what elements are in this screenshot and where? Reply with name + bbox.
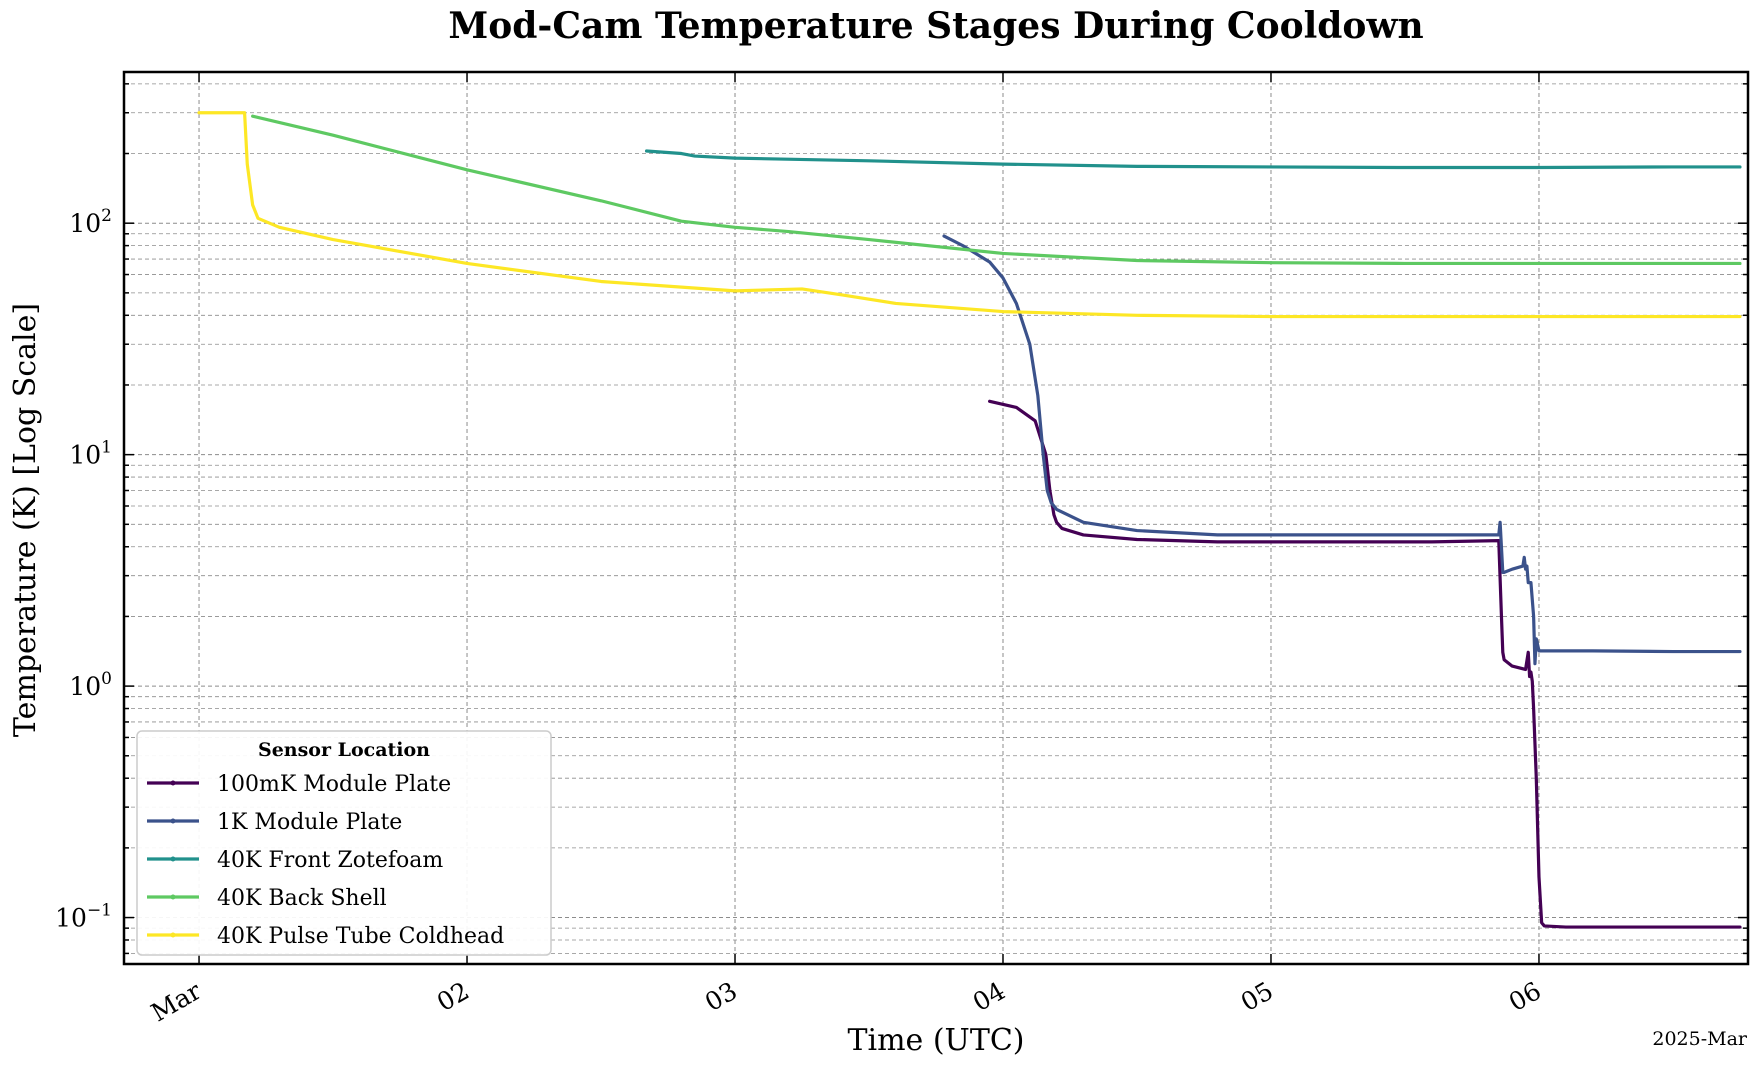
- y-tick-label: 101: [69, 438, 112, 470]
- y-axis-label: Temperature (K) [Log Scale]: [8, 303, 43, 737]
- y-tick-label: 100: [69, 669, 112, 701]
- legend-label-0: 100mK Module Plate: [217, 772, 451, 797]
- plot-lines: [197, 111, 1742, 929]
- series-line-3: [251, 114, 1742, 266]
- series-line-4: [197, 111, 1742, 319]
- legend-label-1: 1K Module Plate: [217, 810, 402, 835]
- x-axis-label: Time (UTC): [848, 1023, 1025, 1058]
- grid: [124, 72, 1748, 964]
- y-tick-label: 10−1: [55, 901, 112, 933]
- legend-marker-2: [170, 856, 176, 862]
- legend-label-2: 40K Front Zotefoam: [217, 848, 443, 873]
- series-line-1: [942, 234, 1742, 666]
- legend-marker-0: [170, 780, 176, 786]
- x-offset-label: 2025-Mar: [1652, 1028, 1748, 1050]
- series-line-2: [644, 149, 1742, 170]
- legend-marker-4: [170, 932, 176, 938]
- legend-box: [136, 730, 552, 956]
- chart-title: Mod-Cam Temperature Stages During Cooldo…: [448, 5, 1423, 47]
- series-line-0: [988, 399, 1742, 929]
- legend-marker-3: [170, 894, 176, 900]
- legend-label-3: 40K Back Shell: [217, 886, 387, 911]
- legend-label-4: 40K Pulse Tube Coldhead: [217, 924, 504, 949]
- plot-frame: [122, 70, 1750, 966]
- legend-marker-1: [170, 818, 176, 824]
- legend: Sensor Location 100mK Module Plate 1K Modu…: [136, 730, 552, 956]
- y-tick-label: 102: [69, 206, 112, 238]
- legend-title: Sensor Location: [258, 739, 430, 761]
